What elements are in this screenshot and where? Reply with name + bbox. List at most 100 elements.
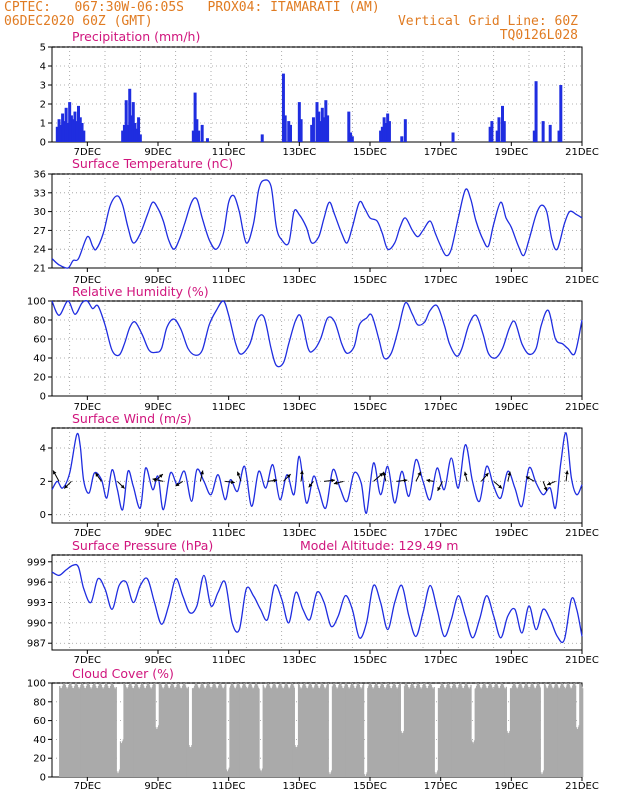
precip-bar	[55, 126, 59, 142]
cloud-bar	[193, 687, 195, 777]
cloud-bar	[106, 684, 108, 777]
x-tick-label: 15DEC	[353, 402, 387, 413]
cloud-bar	[370, 683, 372, 777]
y-tick-label: 20	[33, 754, 46, 765]
cloud-bar	[271, 686, 274, 777]
cloud-bar	[415, 686, 418, 777]
cloud-bar	[468, 688, 470, 777]
cloud-bar	[331, 686, 334, 777]
cloud-bar	[179, 688, 182, 777]
cloud-bar	[107, 687, 110, 777]
cloud-bar	[305, 687, 307, 777]
cloud-bar	[198, 688, 201, 777]
cloud-bar	[102, 688, 104, 777]
precip-bar	[121, 130, 125, 142]
y-tick-label: 5	[40, 43, 46, 54]
cloud-bar	[466, 685, 469, 777]
precip-bar	[66, 123, 70, 142]
cloud-bar	[174, 688, 176, 777]
precip-bar	[320, 107, 324, 142]
precip-bar	[77, 105, 80, 142]
cloud-bar	[384, 688, 386, 777]
x-tick-label: 11DEC	[212, 402, 246, 413]
cloud-bar	[500, 683, 503, 777]
cloud-bar	[85, 686, 88, 777]
cloud-bar	[574, 685, 577, 777]
cloud-bar	[391, 687, 393, 777]
cloud-bar	[247, 688, 249, 777]
cloud-bar	[216, 688, 218, 777]
cloud-bar	[199, 686, 201, 777]
cloud-bar	[367, 687, 369, 777]
x-tick-label: 13DEC	[282, 275, 316, 286]
cloud-bar	[578, 725, 580, 777]
cloud-bar	[573, 683, 575, 777]
cloud-bar	[162, 688, 164, 777]
precip-bar	[124, 100, 128, 142]
cloud-bar	[145, 685, 148, 777]
y-tick-label: 100	[27, 679, 46, 690]
cloud-bar	[125, 687, 127, 777]
cloud-bar	[505, 686, 507, 777]
cloud-bar	[449, 686, 451, 777]
cloud-bar	[215, 688, 218, 777]
precip-bar	[289, 124, 292, 142]
wind-arrow-head	[120, 484, 125, 489]
cloud-bar	[475, 687, 477, 777]
cloud-bar	[437, 770, 439, 777]
cloud-bar	[455, 687, 457, 777]
y-tick-label: 4	[40, 444, 46, 455]
cloud-bar	[66, 688, 69, 777]
cloud-bar	[220, 683, 222, 777]
x-tick-label: 15DEC	[353, 655, 387, 666]
cloud-bar	[331, 770, 333, 777]
cloud-bar	[524, 685, 526, 777]
cloud-bar	[566, 684, 568, 777]
cloud-bar	[492, 688, 495, 777]
cloud-bar	[71, 686, 73, 777]
cloud-bar	[367, 686, 370, 777]
x-tick-label: 13DEC	[282, 655, 316, 666]
cloud-bar	[245, 687, 247, 777]
x-tick-label: 19DEC	[494, 275, 528, 286]
cloud-bar	[467, 687, 469, 777]
cloud-bar	[348, 688, 351, 777]
cloud-bar	[172, 683, 174, 777]
cloud-bar	[221, 687, 223, 777]
cloud-bar	[152, 684, 154, 777]
precip-bar	[311, 117, 315, 142]
cloud-bar	[242, 685, 244, 777]
wind-arrow-head	[273, 478, 278, 483]
cloud-bar	[440, 684, 442, 777]
cloud-bar	[71, 687, 74, 777]
cloud-bar	[97, 686, 100, 777]
cloud-bar	[68, 683, 71, 777]
precip-bar	[317, 111, 321, 142]
cloud-bar	[371, 686, 373, 777]
cloud-bar	[474, 688, 476, 777]
cloud-bar	[166, 684, 168, 777]
panel-title: Cloud Cover (%)	[72, 666, 174, 681]
cloud-bar	[73, 687, 75, 777]
cloud-bar	[439, 685, 442, 777]
cloud-bar	[558, 688, 560, 777]
cloud-bar	[356, 684, 358, 777]
precip-bar	[122, 124, 126, 142]
precip-bar	[559, 85, 563, 142]
y-tick-label: 3	[40, 81, 46, 92]
x-tick-label: 11DEC	[212, 275, 246, 286]
cloud-bar	[95, 687, 98, 777]
cloud-bar	[182, 685, 184, 777]
x-tick-label: 17DEC	[424, 147, 458, 158]
cloud-bar	[138, 688, 141, 777]
cloud-bar	[444, 688, 447, 777]
cloud-bar	[564, 688, 566, 777]
cloud-bar	[353, 687, 356, 777]
cloud-bar	[256, 683, 258, 777]
precip-bar	[326, 115, 330, 142]
wind-arrow-head	[175, 482, 180, 487]
cloud-bar	[88, 683, 90, 777]
header-line1: CPTEC: 067:30W-06:05S PROX04: ITAMARATI …	[4, 0, 380, 15]
cloud-bar	[419, 687, 421, 777]
cloud-bar	[581, 686, 583, 777]
